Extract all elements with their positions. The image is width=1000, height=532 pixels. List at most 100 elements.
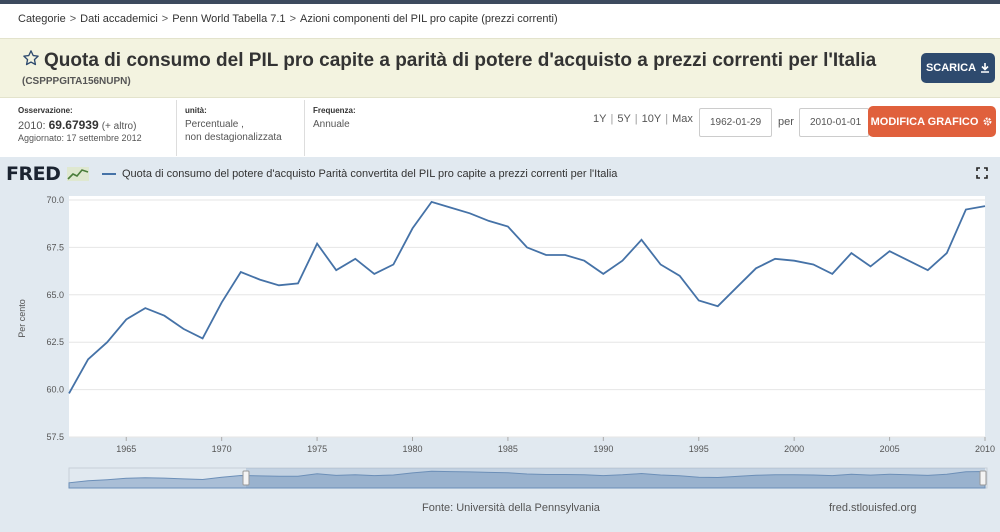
data-point — [927, 269, 929, 271]
breadcrumb-item-azioni[interactable]: Azioni componenti del PIL pro capite (pr… — [300, 13, 558, 25]
data-point — [831, 273, 833, 275]
data-point — [564, 254, 566, 256]
range-1y[interactable]: 1Y — [593, 113, 607, 125]
y-tick-label: 60.0 — [46, 385, 64, 395]
data-point — [888, 250, 890, 252]
data-point — [163, 314, 165, 316]
data-point — [946, 252, 948, 254]
data-point — [774, 258, 776, 260]
data-point — [144, 307, 146, 309]
y-axis-label: Per cento — [17, 299, 27, 338]
date-to-input[interactable]: 2010-01-01 — [799, 108, 869, 137]
frequency-label: Frequenza: — [313, 106, 356, 115]
footer-source: Fonte: Università della Pennsylvania — [422, 502, 600, 514]
line-chart: 57.5 60.0 62.5 65.0 67.5 70.0 1965 1970 1975 1980… — [17, 195, 995, 489]
star-icon[interactable] — [22, 49, 40, 67]
breadcrumb-separator: > — [289, 13, 296, 25]
fullscreen-icon[interactable] — [976, 167, 988, 179]
data-point — [755, 267, 757, 269]
x-tick-label: 1965 — [116, 444, 136, 454]
x-tick-label: 2010 — [975, 444, 995, 454]
range-selector: 1Y | 5Y | 10Y | Max — [593, 113, 693, 125]
breadcrumb-item-penn-world[interactable]: Penn World Tabella 7.1 — [172, 13, 286, 25]
data-point — [259, 278, 261, 280]
y-tick-label: 70.0 — [46, 195, 64, 205]
data-point — [411, 227, 413, 229]
data-point — [469, 212, 471, 214]
range-separator: | — [634, 113, 638, 125]
breadcrumb: Categorie > Dati accademici > Penn World Tab… — [18, 13, 558, 25]
observation-more-link[interactable]: (+ altro) — [101, 121, 137, 132]
units-block: unità: Percentuale , non destagionalizza… — [176, 100, 304, 156]
plot-area — [69, 196, 985, 437]
series-id: (CSPPPGITA156NUPN) — [22, 76, 131, 87]
data-point — [545, 254, 547, 256]
footer-site-link[interactable]: fred.stlouisfed.org — [829, 502, 917, 514]
observation-block: Osservazione: 2010: 69.67939 (+ altro) A… — [18, 100, 176, 156]
gear-icon — [983, 117, 992, 126]
range-5y[interactable]: 5Y — [617, 113, 631, 125]
data-point — [430, 201, 432, 203]
data-point — [316, 242, 318, 244]
data-point — [507, 225, 509, 227]
fred-logo-text: FRED — [6, 163, 61, 185]
legend-series-label: Quota di consumo del potere d'acquisto P… — [122, 168, 618, 180]
range-max[interactable]: Max — [672, 113, 693, 125]
x-tick-label: 1970 — [212, 444, 232, 454]
data-point — [182, 328, 184, 330]
series-line — [68, 200, 986, 394]
download-button[interactable]: SCARICA — [921, 53, 995, 83]
breadcrumb-item-dati-accademici[interactable]: Dati accademici — [80, 13, 158, 25]
data-point — [984, 205, 986, 207]
data-point — [488, 220, 490, 222]
data-point — [812, 263, 814, 265]
data-point — [354, 258, 356, 260]
breadcrumb-item-categorie[interactable]: Categorie — [18, 13, 66, 25]
download-icon — [981, 63, 990, 73]
x-tick-label: 1980 — [402, 444, 422, 454]
data-point — [602, 273, 604, 275]
chart-legend: Quota di consumo del potere d'acquisto P… — [102, 168, 617, 180]
units-label: unità: — [185, 106, 207, 115]
data-point — [335, 269, 337, 271]
data-point — [392, 263, 394, 265]
legend-series-swatch — [102, 173, 116, 175]
data-point — [87, 358, 89, 360]
x-tick-label: 2005 — [880, 444, 900, 454]
date-range-per-label: per — [778, 116, 794, 128]
navigator-handle-right[interactable] — [979, 470, 987, 486]
observation-year: 2010: — [18, 120, 46, 132]
data-point — [869, 265, 871, 267]
breadcrumb-separator: > — [69, 13, 77, 25]
download-button-label: SCARICA — [925, 62, 977, 74]
y-tick-label: 67.5 — [46, 242, 64, 252]
data-point — [640, 239, 642, 241]
units-value-2: non destagionalizzata — [185, 132, 282, 143]
navigator-handle-left[interactable] — [242, 470, 250, 486]
x-tick-label: 1975 — [307, 444, 327, 454]
edit-graph-button[interactable]: MODIFICA GRAFICO — [868, 106, 996, 137]
range-separator: | — [610, 113, 614, 125]
frequency-block: Frequenza: Annuale — [304, 100, 362, 156]
frequency-value: Annuale — [313, 119, 350, 130]
data-point — [373, 273, 375, 275]
page-title: Quota di consumo del PIL pro capite a pa… — [44, 50, 877, 71]
units-value-1: Percentuale , — [185, 119, 244, 130]
series-header: Quota di consumo del PIL pro capite a pa… — [0, 38, 1000, 98]
data-point — [278, 284, 280, 286]
navigator-series — [68, 470, 986, 489]
edit-graph-label: MODIFICA GRAFICO — [870, 115, 979, 128]
x-tick-label: 1985 — [498, 444, 518, 454]
data-point — [621, 259, 623, 261]
y-tick-label: 57.5 — [46, 432, 64, 442]
date-from-input[interactable]: 1962-01-29 — [699, 108, 772, 137]
data-point — [297, 282, 299, 284]
data-point — [201, 337, 203, 339]
observation-value: 69.67939 — [48, 118, 99, 132]
data-point — [220, 301, 222, 303]
observation-label: Osservazione: — [18, 106, 73, 115]
updated-date: Aggiornato: 17 settembre 2012 — [18, 133, 142, 143]
x-tick-label: 2000 — [784, 444, 804, 454]
range-10y[interactable]: 10Y — [641, 113, 662, 125]
observation-value-line: 2010: 69.67939 (+ altro) — [18, 118, 176, 132]
